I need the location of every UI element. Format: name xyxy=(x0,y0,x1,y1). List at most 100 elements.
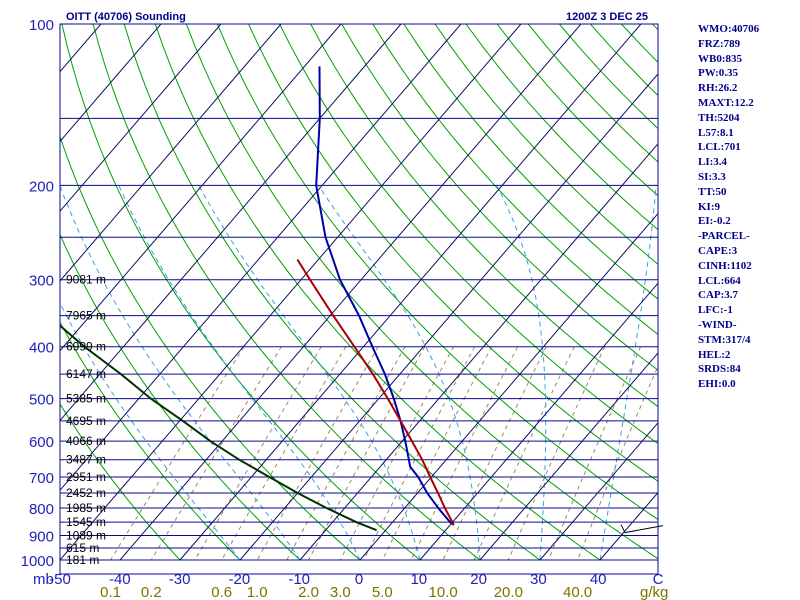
wind-barb-flag xyxy=(620,524,626,533)
isotherm-line xyxy=(359,212,658,561)
temperature-tick-label: -50 xyxy=(49,571,71,588)
height-label: 2452 m xyxy=(66,486,106,500)
index-item: EHI:0.0 xyxy=(698,378,736,391)
index-item: CINH:1102 xyxy=(698,259,752,272)
pressure-tick-label: 200 xyxy=(29,178,54,195)
mixing-ratio-tick-label: 40.0 xyxy=(563,584,592,600)
pressure-tick-label: 100 xyxy=(29,17,54,34)
temperature-tick-label: 30 xyxy=(530,571,547,588)
mixing-ratio-tick-label: 0.6 xyxy=(211,584,232,600)
isotherm-line xyxy=(60,24,342,352)
pressure-tick-label: 600 xyxy=(29,434,54,451)
mixing-ratio-tick-label: 0.2 xyxy=(141,584,162,600)
height-label: 4066 m xyxy=(66,434,106,448)
valid-time: 1200Z 3 DEC 25 xyxy=(566,11,648,23)
height-label: 181 m xyxy=(66,553,99,567)
dewpoint-line xyxy=(60,324,377,532)
isotherm-line xyxy=(419,282,658,561)
pressure-tick-label: 900 xyxy=(29,528,54,545)
index-item: STM:317/4 xyxy=(698,333,751,346)
height-label: 6999 m xyxy=(66,340,106,354)
temperature-tick-label: -30 xyxy=(169,571,191,588)
isotherm-line xyxy=(60,24,402,422)
pressure-tick-label: 1000 xyxy=(21,553,54,570)
wind-barb-staff xyxy=(624,525,664,534)
isotherm-line xyxy=(239,73,658,561)
mixing-ratio-tick-label: 20.0 xyxy=(494,584,523,600)
index-item: HEL:2 xyxy=(698,348,731,361)
index-item: KI:9 xyxy=(698,200,720,213)
index-item: PW:0.35 xyxy=(698,67,739,80)
mixing-ratio-line xyxy=(507,346,606,561)
temperature-tick-label: -10 xyxy=(288,571,310,588)
temperature-line xyxy=(315,66,455,526)
index-item: -PARCEL- xyxy=(698,230,750,243)
isotherm-line xyxy=(299,142,658,561)
moist-adiabat-line xyxy=(317,185,481,561)
index-item: WB0:835 xyxy=(698,52,742,65)
height-label: 7965 m xyxy=(66,309,106,323)
mixing-ratio-unit: g/kg xyxy=(640,584,668,600)
index-item: RH:26.2 xyxy=(698,82,738,95)
sounding-profiles xyxy=(60,66,455,532)
index-item: FRZ:789 xyxy=(698,37,741,50)
wind-barb xyxy=(620,524,664,534)
height-label: 1985 m xyxy=(66,501,106,515)
mixing-ratio-line xyxy=(110,346,245,561)
temperature-tick-label: 20 xyxy=(470,571,487,588)
parcel-line xyxy=(296,258,455,526)
dry-adiabat-line xyxy=(92,24,481,561)
mixing-ratio-tick-label: 10.0 xyxy=(429,584,458,600)
isotherm-line xyxy=(119,24,582,561)
index-item: WMO:40706 xyxy=(698,23,760,35)
mixing-ratio-line xyxy=(473,346,575,561)
index-item: MAXT:12.2 xyxy=(698,96,754,109)
index-item: SI:3.3 xyxy=(698,170,726,183)
mixing-ratio-tick-label: 5.0 xyxy=(372,584,393,600)
index-item: SRDS:84 xyxy=(698,363,741,376)
mixing-ratio-tick-label: 1.0 xyxy=(247,584,268,600)
mixing-ratio-tick-label: 0.1 xyxy=(100,584,121,600)
height-label: 9081 m xyxy=(66,273,106,287)
temperature-tick-label: 10 xyxy=(410,571,427,588)
isotherm-line xyxy=(60,24,222,212)
height-label: 4695 m xyxy=(66,414,106,428)
isotherm-line xyxy=(60,24,522,561)
mixing-ratio-line xyxy=(547,346,642,561)
index-item: LCL:701 xyxy=(698,141,741,154)
pressure-tick-label: 400 xyxy=(29,340,54,357)
dry-adiabat-line xyxy=(216,24,658,521)
height-label: 5385 m xyxy=(66,392,106,406)
index-item: EI:-0.2 xyxy=(698,215,731,228)
index-item: CAPE:3 xyxy=(698,244,738,257)
pressure-axis-unit: mb xyxy=(33,571,54,588)
height-label: 1545 m xyxy=(66,515,106,529)
background-grid xyxy=(60,24,658,561)
height-label: 1089 m xyxy=(66,528,106,542)
mixing-ratio-line xyxy=(442,346,547,561)
index-item: TH:5204 xyxy=(698,111,740,124)
isotherm-line xyxy=(179,24,642,561)
pressure-tick-label: 300 xyxy=(29,273,54,290)
moist-adiabat-line xyxy=(118,185,361,561)
stability-indices-panel: WMO:40706 FRZ:789 WB0:835 PW:0.35 RH:26.2 MAX… xyxy=(698,22,798,392)
height-label: 615 m xyxy=(66,541,99,555)
height-label: 2951 m xyxy=(66,470,106,484)
dry-adiabat-line xyxy=(185,24,658,560)
index-item: LFC:-1 xyxy=(698,304,733,317)
temperature-tick-label: -40 xyxy=(109,571,131,588)
mixing-ratio-line xyxy=(381,346,493,561)
pressure-tick-label: 700 xyxy=(29,470,54,487)
mixing-ratio-line xyxy=(194,346,322,561)
mixing-ratio-line xyxy=(410,346,519,561)
index-item: CAP:3.7 xyxy=(698,289,739,302)
moist-adiabat-line xyxy=(599,185,657,561)
plot-frame xyxy=(59,23,659,575)
temperature-tick-label: 40 xyxy=(590,571,607,588)
pressure-tick-label: 500 xyxy=(29,392,54,409)
isotherm-line xyxy=(60,24,282,282)
temperature-tick-label: 0 xyxy=(355,571,363,588)
index-item: LCL:664 xyxy=(698,274,741,287)
index-item: TT:50 xyxy=(698,185,727,198)
